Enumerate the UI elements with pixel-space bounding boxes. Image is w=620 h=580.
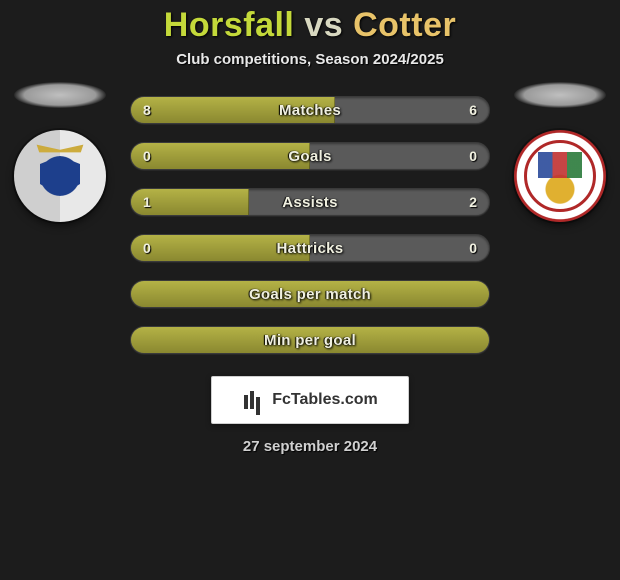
stat-label: Hattricks: [131, 235, 489, 261]
stat-bar-goals: 00Goals: [130, 142, 490, 170]
stat-bar-gpm: Goals per match: [130, 280, 490, 308]
player-b-name: Cotter: [353, 6, 456, 44]
team-b-crest-icon: [514, 130, 606, 222]
team-a-crest-icon: [14, 130, 106, 222]
bar-chart-icon: [242, 389, 264, 411]
footer-date: 27 september 2024: [0, 438, 620, 455]
stat-bar-matches: 86Matches: [130, 96, 490, 124]
stat-bar-assists: 12Assists: [130, 188, 490, 216]
team-b-shadow: [514, 82, 606, 108]
compare-area: 86Matches 00Goals 12Assists 00Hattricks Goal…: [0, 96, 620, 354]
stat-bar-hattricks: 00Hattricks: [130, 234, 490, 262]
stat-label: Goals per match: [131, 281, 489, 307]
stat-label: Matches: [131, 97, 489, 123]
team-b-column: [510, 82, 610, 222]
player-a-name: Horsfall: [164, 6, 295, 44]
page-title: Horsfall vs Cotter: [0, 6, 620, 45]
stat-bar-mpg: Min per goal: [130, 326, 490, 354]
stat-bars: 86Matches 00Goals 12Assists 00Hattricks Goal…: [130, 96, 490, 354]
source-text: FcTables.com: [272, 391, 378, 409]
subtitle: Club competitions, Season 2024/2025: [0, 51, 620, 68]
stat-label: Assists: [131, 189, 489, 215]
stat-label: Goals: [131, 143, 489, 169]
stat-label: Min per goal: [131, 327, 489, 353]
team-a-column: [10, 82, 110, 222]
team-a-shadow: [14, 82, 106, 108]
source-badge[interactable]: FcTables.com: [211, 376, 409, 424]
vs-text: vs: [304, 6, 343, 44]
comparison-card: Horsfall vs Cotter Club competitions, Se…: [0, 0, 620, 455]
